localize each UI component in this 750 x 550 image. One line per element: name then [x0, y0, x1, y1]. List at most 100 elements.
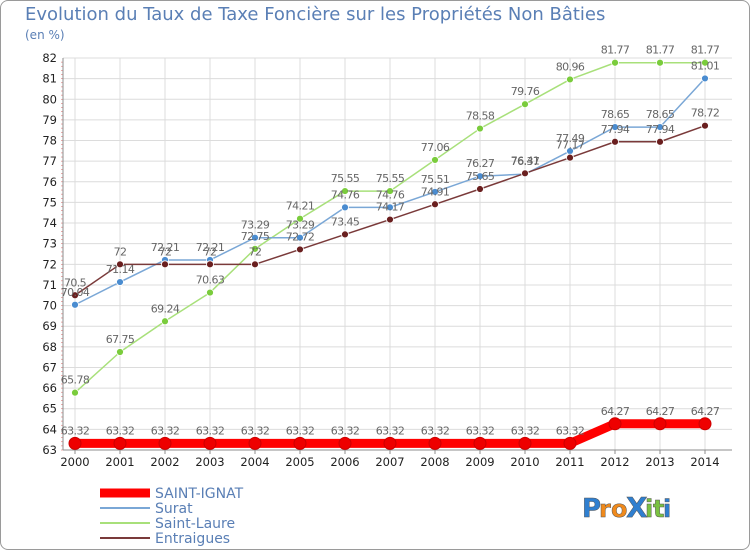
legend-label: Saint-Laure: [155, 516, 235, 532]
data-point: [431, 200, 439, 209]
data-point: [203, 436, 217, 450]
data-point: [611, 123, 619, 132]
data-point: [476, 172, 484, 181]
data-point: [386, 215, 394, 224]
data-label: 64.27: [646, 405, 675, 418]
y-tick-label: 66: [42, 381, 57, 395]
data-label: 74.76: [376, 188, 405, 201]
plot-area: [63, 58, 732, 450]
data-label: 72: [204, 245, 217, 258]
y-tick-label: 71: [42, 278, 57, 292]
data-label: 78.65: [646, 108, 675, 121]
logo-letter: i: [645, 495, 653, 523]
data-label: 63.32: [61, 424, 90, 437]
data-point: [158, 436, 172, 450]
data-point: [341, 187, 349, 195]
x-tick-label: 2010: [510, 455, 539, 469]
x-tick-label: 2012: [600, 455, 629, 469]
y-tick-label: 79: [42, 113, 57, 127]
data-label: 64.27: [691, 405, 720, 418]
x-tick-label: 2005: [285, 455, 314, 469]
data-point: [206, 260, 214, 269]
data-label: 78.58: [466, 110, 495, 123]
data-point: [428, 436, 442, 450]
y-tick-label: 69: [42, 319, 57, 333]
data-label: 65.78: [61, 374, 90, 387]
data-label: 80.96: [556, 60, 585, 73]
data-point: [161, 260, 169, 269]
data-point: [206, 288, 214, 297]
y-tick-label: 63: [42, 443, 57, 457]
legend-label: Entraigues: [155, 531, 230, 547]
data-label: 77.06: [421, 141, 450, 154]
x-tick-label: 2007: [375, 455, 404, 469]
data-label: 71.14: [106, 263, 135, 276]
x-tick-label: 2009: [465, 455, 494, 469]
x-tick-label: 2004: [240, 455, 269, 469]
data-label: 72.21: [196, 241, 225, 254]
y-tick-label: 65: [42, 402, 57, 416]
data-label: 72.75: [241, 230, 270, 243]
data-label: 63.32: [376, 424, 405, 437]
data-point: [296, 233, 304, 242]
y-tick-label: 76: [42, 175, 57, 189]
data-label: 72: [114, 245, 127, 258]
data-point: [521, 100, 529, 109]
data-label: 81.77: [646, 44, 675, 57]
x-tick-label: 2013: [645, 455, 674, 469]
data-label: 63.32: [286, 424, 315, 437]
data-point: [116, 278, 124, 286]
data-label: 70.04: [61, 286, 90, 299]
data-label: 73.29: [286, 219, 315, 232]
data-point: [341, 203, 349, 212]
grid: [63, 57, 732, 451]
logo-letter: X: [626, 491, 648, 524]
y-tick-label: 77: [42, 154, 57, 168]
data-point: [161, 317, 169, 326]
data-label: 63.32: [106, 424, 135, 437]
series-lines: [68, 58, 712, 450]
data-label: 73.45: [331, 215, 360, 228]
x-tick-label: 2000: [60, 455, 89, 469]
data-label: 78.65: [601, 108, 630, 121]
data-point: [473, 436, 487, 450]
data-point: [521, 169, 529, 178]
data-label: 63.32: [466, 424, 495, 437]
y-tick-label: 75: [42, 195, 57, 209]
y-tick-label: 67: [42, 360, 57, 374]
data-label: 69.24: [151, 302, 180, 315]
x-tick-label: 2006: [330, 455, 359, 469]
data-label: 63.32: [511, 424, 540, 437]
data-label: 64.27: [601, 405, 630, 418]
x-tick-label: 2001: [105, 455, 134, 469]
data-point: [71, 291, 79, 300]
data-point: [566, 75, 574, 84]
data-point: [656, 137, 664, 146]
y-tick-label: 81: [42, 72, 57, 86]
data-label: 77.94: [601, 123, 630, 136]
logo-letter: o: [611, 495, 628, 523]
data-point: [383, 436, 397, 450]
data-label: 67.75: [106, 333, 135, 346]
data-label: 74.91: [421, 185, 450, 198]
data-point: [251, 233, 259, 242]
legend-label: Surat: [155, 501, 193, 517]
x-tick-label: 2008: [420, 455, 449, 469]
y-tick-label: 70: [42, 299, 57, 313]
data-label: 78.72: [691, 107, 720, 120]
data-label: 74.17: [376, 201, 405, 214]
data-label: 72: [249, 245, 262, 258]
y-tick-label: 72: [42, 257, 57, 271]
data-label: 77.49: [556, 132, 585, 145]
data-point: [116, 260, 124, 269]
axes: 63 64 65 66 67 68 69 70 71 72 73 74 75 76 77 78 79 80 81 82…: [42, 51, 732, 469]
data-point: [341, 230, 349, 239]
data-point: [431, 156, 439, 164]
logo-letter: i: [663, 495, 671, 523]
data-label: 81.77: [691, 44, 720, 57]
x-tick-label: 2014: [690, 455, 719, 469]
data-point: [386, 203, 394, 212]
logo-letter: P: [582, 494, 601, 524]
data-point: [431, 187, 439, 196]
data-point: [71, 388, 79, 397]
